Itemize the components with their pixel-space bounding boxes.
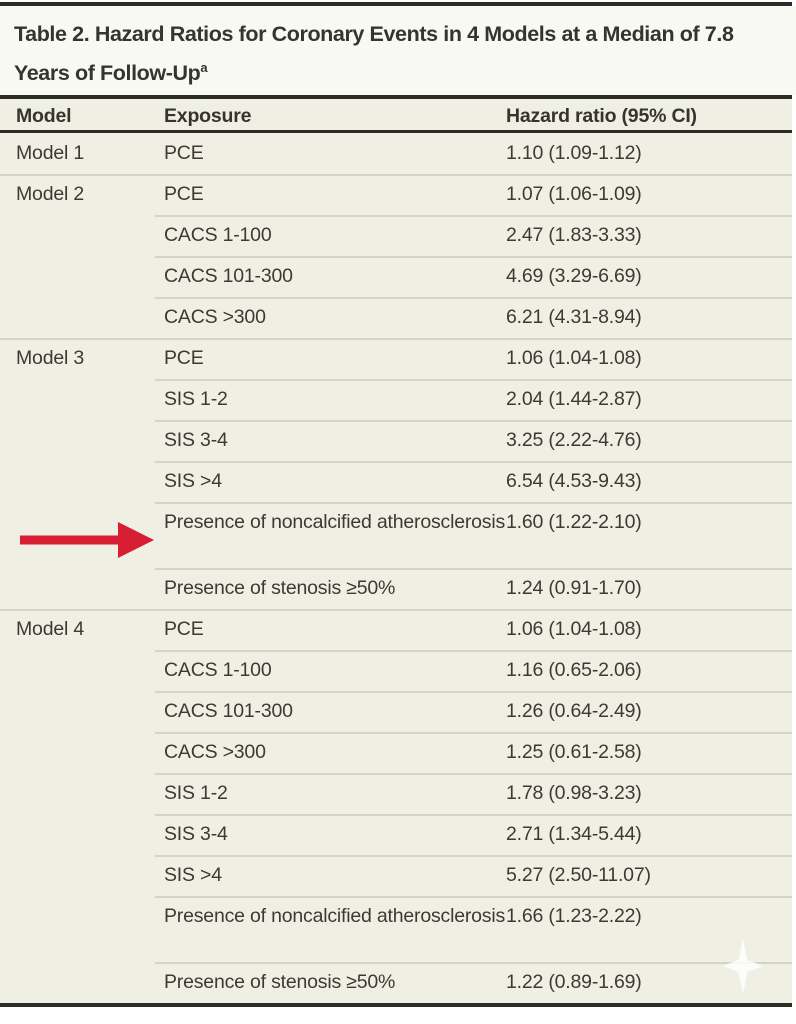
exposure-cell: Presence of noncalcified atherosclerosis: [164, 511, 506, 533]
hazard-ratio-cell: 1.25 (0.61-2.58): [506, 741, 642, 763]
model-cell: [16, 387, 164, 420]
hazard-ratio-cell: 6.54 (4.53-9.43): [506, 470, 642, 492]
hazard-ratio-cell: 2.04 (1.44-2.87): [506, 388, 642, 410]
model-cell: [16, 822, 164, 855]
exposure-cell: SIS 3-4: [164, 429, 228, 451]
red-arrow-icon: [20, 522, 154, 558]
hazard-ratio-cell: 5.27 (2.50-11.07): [506, 864, 651, 886]
column-header-exposure: Exposure: [164, 105, 252, 127]
hazard-ratio-cell: 1.07 (1.06-1.09): [506, 183, 642, 205]
table-row: SIS 1-2 2.04 (1.44-2.87): [0, 379, 792, 420]
table-header-row: Model Exposure Hazard ratio (95% CI): [0, 99, 792, 133]
exposure-cell: PCE: [164, 142, 204, 164]
exposure-cell: CACS 101-300: [164, 265, 293, 287]
hazard-ratio-cell: 1.26 (0.64-2.49): [506, 700, 642, 722]
table-row: CACS 1-100 2.47 (1.83-3.33): [0, 215, 792, 256]
hazard-ratio-cell: 4.69 (3.29-6.69): [506, 265, 642, 287]
table-row: Presence of stenosis ≥50% 1.24 (0.91-1.70…: [0, 568, 792, 609]
hazard-ratio-cell: 1.06 (1.04-1.08): [506, 347, 642, 369]
model-cell: [16, 658, 164, 691]
model-cell: Model 3: [16, 347, 84, 369]
hazard-ratio-cell: 1.60 (1.22-2.10): [506, 511, 642, 533]
model-cell: [16, 740, 164, 773]
table-row-highlighted: Presence of noncalcified atherosclerosis…: [0, 502, 792, 568]
column-header-model: Model: [16, 105, 72, 127]
model-cell: [16, 305, 164, 338]
model-cell: [16, 264, 164, 297]
exposure-cell: CACS >300: [164, 306, 266, 328]
table-row: SIS 3-4 2.71 (1.34-5.44): [0, 814, 792, 855]
hazard-ratio-cell: 1.16 (0.65-2.06): [506, 659, 642, 681]
column-header-hazard-ratio: Hazard ratio (95% CI): [506, 105, 697, 127]
hazard-ratio-cell: 1.24 (0.91-1.70): [506, 577, 642, 599]
exposure-cell: CACS 1-100: [164, 224, 272, 246]
model-cell: [16, 576, 164, 609]
exposure-cell: SIS >4: [164, 864, 222, 886]
exposure-cell: SIS 3-4: [164, 823, 228, 845]
model-cell: [16, 469, 164, 502]
table-row: CACS 101-300 4.69 (3.29-6.69): [0, 256, 792, 297]
model-cell: [16, 904, 164, 962]
table-row: Model 4 PCE 1.06 (1.04-1.08): [0, 609, 792, 650]
exposure-cell: PCE: [164, 347, 204, 369]
exposure-cell: PCE: [164, 183, 204, 205]
table-row: CACS 1-100 1.16 (0.65-2.06): [0, 650, 792, 691]
table-row: CACS >300 6.21 (4.31-8.94): [0, 297, 792, 338]
exposure-cell: CACS >300: [164, 741, 266, 763]
exposure-cell: CACS 1-100: [164, 659, 272, 681]
exposure-cell: Presence of noncalcified atherosclerosis: [164, 905, 506, 927]
table-row: SIS >4 5.27 (2.50-11.07): [0, 855, 792, 896]
hazard-ratio-cell: 2.71 (1.34-5.44): [506, 823, 642, 845]
exposure-cell: Presence of stenosis ≥50%: [164, 971, 396, 993]
model-cell: [16, 863, 164, 896]
table-row: Model 2 PCE 1.07 (1.06-1.09): [0, 174, 792, 215]
table-title-text: Table 2. Hazard Ratios for Coronary Even…: [14, 22, 734, 86]
hazard-ratio-cell: 2.47 (1.83-3.33): [506, 224, 642, 246]
model-cell: Model 1: [16, 142, 84, 164]
table-title: Table 2. Hazard Ratios for Coronary Even…: [0, 6, 796, 95]
footnote-marker: a: [200, 60, 208, 75]
hazard-ratio-cell: 6.21 (4.31-8.94): [506, 306, 642, 328]
hazard-ratio-cell: 1.06 (1.04-1.08): [506, 618, 642, 640]
model-cell: [16, 223, 164, 256]
table-row: CACS >300 1.25 (0.61-2.58): [0, 732, 792, 773]
model-cell: [16, 970, 164, 1003]
exposure-cell: SIS >4: [164, 470, 222, 492]
exposure-cell: SIS 1-2: [164, 388, 228, 410]
table-row: Presence of stenosis ≥50% 1.22 (0.89-1.69…: [0, 962, 792, 1003]
table-row: SIS 3-4 3.25 (2.22-4.76): [0, 420, 792, 461]
model-cell: [16, 699, 164, 732]
hazard-ratio-cell: 1.66 (1.23-2.22): [506, 905, 642, 927]
hazard-ratio-cell: 1.78 (0.98-3.23): [506, 782, 642, 804]
exposure-cell: CACS 101-300: [164, 700, 293, 722]
model-cell: [16, 781, 164, 814]
top-rule: [0, 2, 792, 6]
hazard-ratio-cell: 1.22 (0.89-1.69): [506, 971, 642, 993]
model-cell: Model 2: [16, 183, 84, 205]
table-row: SIS 1-2 1.78 (0.98-3.23): [0, 773, 792, 814]
table-row: Presence of noncalcified atherosclerosis…: [0, 896, 792, 962]
model-cell: Model 4: [16, 618, 84, 640]
model-cell: [16, 428, 164, 461]
table-body: Model 1 PCE 1.10 (1.09-1.12) Model 2 PCE 1.07…: [0, 133, 792, 1003]
hazard-ratio-cell: 3.25 (2.22-4.76): [506, 429, 642, 451]
exposure-cell: SIS 1-2: [164, 782, 228, 804]
table-row: SIS >4 6.54 (4.53-9.43): [0, 461, 792, 502]
hazard-ratio-cell: 1.10 (1.09-1.12): [506, 142, 642, 164]
table-row: Model 3 PCE 1.06 (1.04-1.08): [0, 338, 792, 379]
exposure-cell: PCE: [164, 618, 204, 640]
table-row: Model 1 PCE 1.10 (1.09-1.12): [0, 133, 792, 174]
exposure-cell: Presence of stenosis ≥50%: [164, 577, 396, 599]
table-row: CACS 101-300 1.26 (0.64-2.49): [0, 691, 792, 732]
